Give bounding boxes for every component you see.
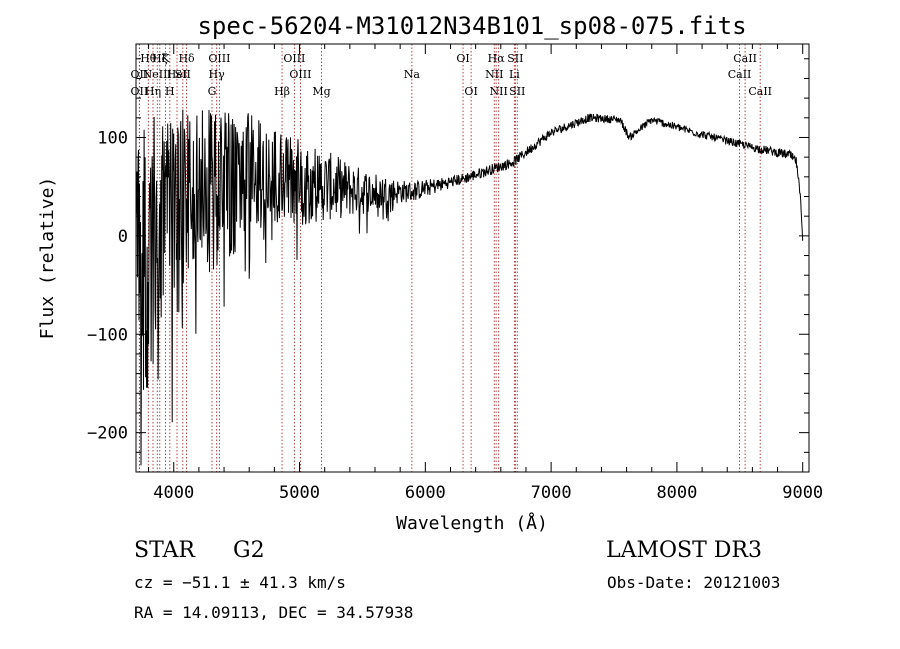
x-tick-label-1: 5000 xyxy=(279,483,320,503)
obs-date-line: Obs-Date: 20121003 xyxy=(607,573,781,592)
line-label-6: K xyxy=(161,52,170,65)
line-label-4: NeIII xyxy=(143,68,172,81)
y-tick-label-1: 0 xyxy=(118,227,128,247)
y-tick-label-3: −200 xyxy=(87,424,128,444)
y-tick-label-2: −100 xyxy=(87,325,128,345)
line-label-29: CaII xyxy=(748,85,772,98)
coordinates-line: RA = 14.09113, DEC = 34.57938 xyxy=(134,603,414,622)
line-label-2: Hθ xyxy=(140,52,157,65)
spectral-line-markers xyxy=(138,44,761,472)
line-label-10: Hδ xyxy=(178,52,195,65)
line-label-17: Mg xyxy=(312,85,330,98)
line-label-8: HeI xyxy=(167,68,187,81)
survey-label: LAMOST DR3 xyxy=(606,538,762,563)
x-tick-label-2: 6000 xyxy=(405,483,446,503)
y-axis-label: Flux (relative) xyxy=(37,177,58,340)
line-label-23: NII xyxy=(490,85,508,98)
line-label-0: OII xyxy=(131,68,149,81)
class-label: STAR xyxy=(134,538,195,563)
x-tick-label-3: 7000 xyxy=(531,483,572,503)
x-tick-label-4: 8000 xyxy=(656,483,697,503)
x-axis-label: Wavelength (Å) xyxy=(396,512,548,534)
redshift-line: cz = −51.1 ± 41.3 km/s xyxy=(134,573,346,592)
line-label-27: CaII xyxy=(728,68,752,81)
line-label-18: Na xyxy=(404,68,421,81)
line-label-1: OII xyxy=(131,85,149,98)
line-label-19: OI xyxy=(456,52,469,65)
plot-frame xyxy=(135,43,810,473)
line-label-21: NII xyxy=(485,68,503,81)
x-tick-label-0: 4000 xyxy=(153,483,194,503)
line-label-25: SII xyxy=(507,52,523,65)
line-label-16: OIII xyxy=(289,68,311,81)
subclass-label: G2 xyxy=(233,538,265,563)
line-label-12: Hγ xyxy=(209,68,226,81)
line-label-20: OI xyxy=(464,85,477,98)
line-label-22: Hα xyxy=(488,52,506,65)
line-label-26: SII xyxy=(509,85,525,98)
x-tick-label-5: 9000 xyxy=(782,483,823,503)
line-label-3: Hη xyxy=(145,85,161,98)
line-label-24: Li xyxy=(509,68,520,81)
y-tick-label-0: 100 xyxy=(97,128,128,148)
object-class: STAR G2 xyxy=(134,538,265,563)
x-axis: 4000 5000 6000 7000 8000 9000 xyxy=(148,44,823,503)
line-label-13: OIII xyxy=(208,52,230,65)
line-label-15: OIII xyxy=(283,52,305,65)
line-label-11: G xyxy=(208,85,217,98)
line-label-9: SII xyxy=(175,68,191,81)
line-label-14: Hβ xyxy=(274,85,290,98)
line-label-7: H xyxy=(165,85,175,98)
line-label-5: Hζ xyxy=(152,52,168,65)
spectrum-line xyxy=(135,109,804,466)
y-axis: 100 0 −100 −200 xyxy=(87,58,809,473)
chart-title: spec-56204-M31012N34B101_sp08-075.fits xyxy=(197,12,746,40)
line-label-28: CaII xyxy=(733,52,757,65)
spectral-line-labels: OIIOIIHθHηNeIIIHζKHHeISIIHδGHγOIIIHβOIII… xyxy=(131,52,772,98)
